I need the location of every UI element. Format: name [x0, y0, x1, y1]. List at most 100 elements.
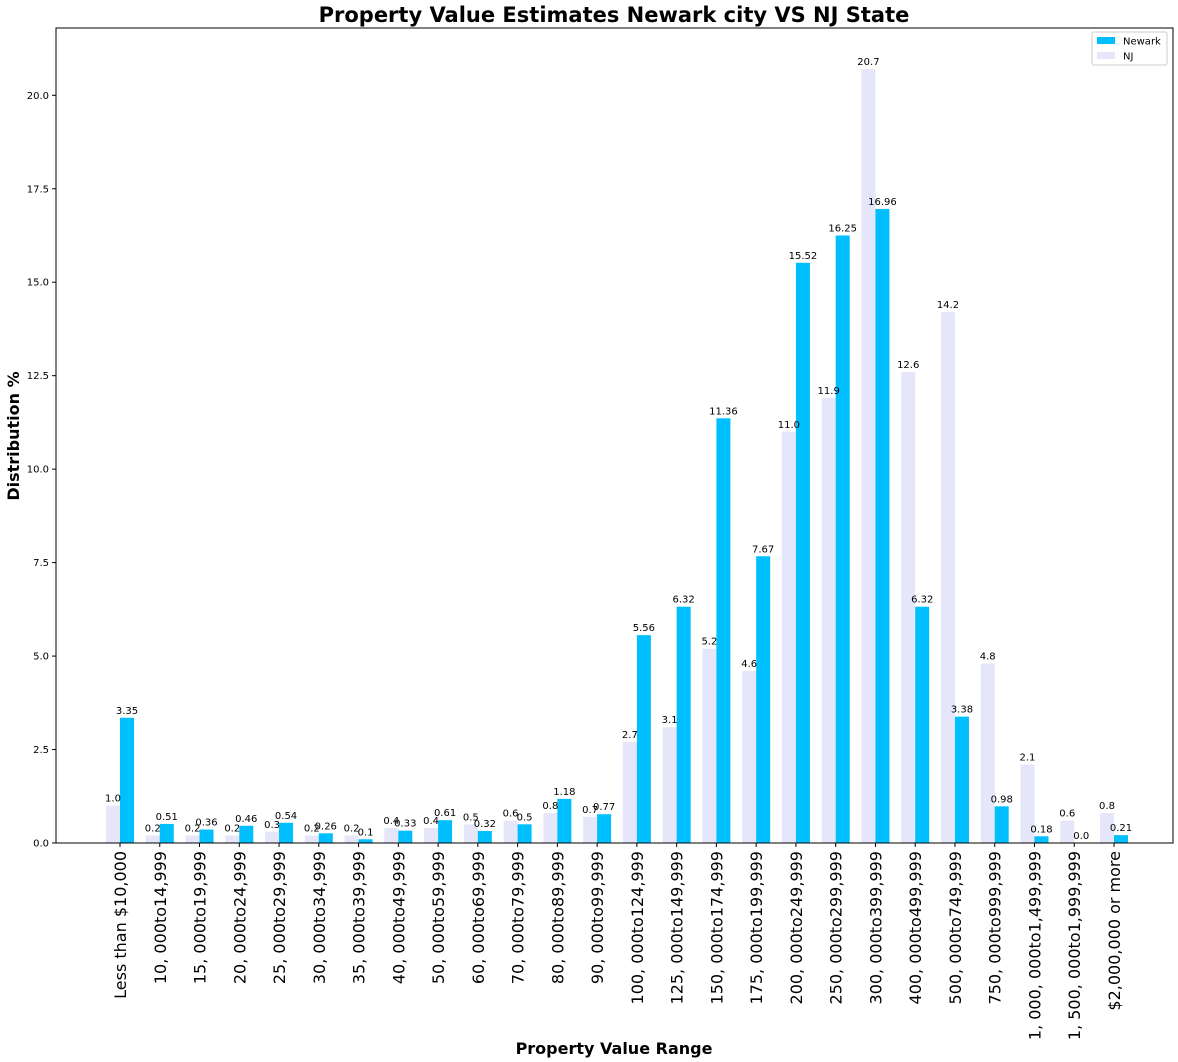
x-tick-label-8: 50, 000to59,999	[429, 851, 448, 984]
bar-newark-25	[1114, 835, 1128, 843]
x-axis: Less than $10,000 10, 000to14,999 15, 000t…	[111, 843, 1124, 1040]
x-tick-label-2: 15, 000to19,999	[191, 851, 210, 984]
bar-newark-9	[477, 831, 492, 843]
data-label-newark-25: 0.21	[1110, 823, 1132, 834]
x-tick-label-3: 20, 000to24,999	[230, 851, 249, 984]
data-label-nj-5: 0.2	[304, 824, 320, 835]
x-tick-label-1: 10, 000to14,999	[151, 851, 170, 984]
data-label-newark-21: 3.38	[951, 705, 973, 716]
bar-nj-13	[622, 742, 637, 843]
bar-newark-14	[676, 606, 691, 843]
bar-newark-8	[438, 820, 453, 843]
bar-newark-21	[954, 716, 969, 843]
bar-nj-6	[344, 835, 359, 843]
data-label-newark-9: 0.32	[474, 819, 496, 830]
x-tick-label-6: 35, 000to39,999	[350, 851, 369, 984]
data-label-newark-16: 7.67	[752, 544, 774, 555]
bar-newark-7	[398, 830, 413, 843]
bar-newark-4	[279, 822, 294, 843]
data-label-nj-23: 2.1	[1020, 752, 1036, 763]
y-tick-label-7: 17.5	[27, 184, 49, 195]
data-label-nj-25: 0.8	[1099, 801, 1115, 812]
data-label-newark-20: 6.32	[911, 595, 933, 606]
bar-nj-0	[106, 805, 120, 843]
x-tick-label-24: 1, 500, 000to1,999,999	[1065, 851, 1084, 1040]
data-label-nj-12: 0.7	[582, 805, 598, 816]
data-label-nj-18: 11.9	[818, 386, 840, 397]
y-tick-label-2: 5.0	[33, 652, 49, 663]
bar-newark-6	[358, 839, 373, 843]
data-label-nj-4: 0.3	[264, 820, 280, 831]
bar-nj-12	[583, 816, 598, 843]
x-tick-label-9: 60, 000to69,999	[469, 851, 488, 984]
data-label-newark-12: 0.77	[593, 802, 615, 813]
data-label-newark-8: 0.61	[434, 808, 456, 819]
bar-nj-8	[424, 828, 439, 843]
bar-nj-14	[662, 727, 677, 843]
data-label-nj-16: 4.6	[741, 659, 757, 670]
y-tick-label-8: 20.0	[27, 91, 49, 102]
bar-nj-20	[901, 371, 916, 843]
bar-nj-22	[980, 663, 995, 843]
data-label-newark-5: 0.26	[315, 821, 337, 832]
data-label-nj-0: 1.0	[105, 794, 121, 805]
data-label-newark-13: 5.56	[633, 623, 655, 634]
y-tick-label-1: 2.5	[33, 745, 49, 756]
chart-title: Property Value Estimates Newark city VS …	[319, 3, 910, 27]
bar-nj-21	[940, 312, 955, 843]
bar-newark-10	[517, 824, 532, 843]
bar-newark-0	[120, 717, 134, 843]
data-label-nj-2: 0.2	[185, 824, 201, 835]
bar-newark-11	[557, 798, 572, 843]
x-tick-label-22: 750, 000to999,999	[986, 851, 1005, 1004]
bar-newark-22	[994, 806, 1009, 843]
x-tick-label-13: 100, 000to124,999	[628, 851, 647, 1004]
x-tick-label-10: 70, 000to79,999	[509, 851, 528, 984]
legend-label-nj: NJ	[1123, 52, 1133, 63]
data-label-nj-20: 12.6	[897, 360, 919, 371]
bar-newark-2	[199, 829, 214, 843]
x-tick-label-5: 30, 000to34,999	[310, 851, 329, 984]
data-label-newark-2: 0.36	[195, 818, 217, 829]
data-label-nj-6: 0.2	[344, 824, 360, 835]
bar-nj-15	[702, 648, 717, 843]
x-tick-label-14: 125, 000to149,999	[668, 851, 687, 1004]
data-label-nj-14: 3.1	[662, 715, 678, 726]
bars-group	[106, 69, 1128, 844]
data-label-newark-11: 1.18	[553, 787, 575, 798]
y-tick-label-6: 15.0	[27, 278, 49, 289]
x-axis-title: Property Value Range	[516, 1039, 713, 1058]
y-tick-label-0: 0.0	[33, 839, 49, 850]
bar-newark-3	[239, 825, 254, 843]
bar-newark-19	[875, 208, 890, 843]
data-label-newark-24: 0.0	[1073, 831, 1089, 842]
bar-nj-4	[265, 831, 280, 843]
x-tick-label-21: 500, 000to749,999	[946, 851, 965, 1004]
bar-nj-1	[145, 835, 160, 843]
bar-newark-23	[1034, 836, 1049, 843]
x-tick-label-19: 300, 000to399,999	[866, 851, 885, 1004]
bar-newark-18	[835, 235, 850, 844]
legend-label-newark: Newark	[1123, 37, 1161, 48]
bar-newark-15	[716, 418, 731, 843]
bar-newark-17	[795, 262, 810, 843]
data-label-newark-10: 0.5	[517, 812, 533, 823]
data-label-newark-22: 0.98	[991, 794, 1013, 805]
x-tick-label-25: $2,000,000 or more	[1105, 851, 1124, 1011]
bar-nj-3	[225, 835, 240, 843]
bar-newark-5	[318, 833, 333, 843]
data-label-nj-13: 2.7	[622, 730, 638, 741]
data-label-newark-6: 0.1	[358, 827, 374, 838]
data-labels-group: 1.00.2 0.2 0.2 0.3 0.2 0.20.4 0.4 0.5 0.60.8 0.72…	[105, 57, 1132, 842]
data-label-newark-14: 6.32	[673, 595, 695, 606]
data-label-nj-11: 0.8	[542, 801, 558, 812]
x-tick-label-18: 250, 000to299,999	[827, 851, 846, 1004]
data-label-newark-23: 0.18	[1030, 824, 1052, 835]
bar-newark-20	[915, 606, 930, 843]
data-label-newark-17: 15.52	[789, 251, 818, 262]
data-label-newark-0: 3.35	[116, 706, 138, 717]
bar-nj-5	[304, 835, 319, 843]
x-tick-label-11: 80, 000to89,999	[548, 851, 567, 984]
bar-nj-2	[185, 835, 200, 843]
